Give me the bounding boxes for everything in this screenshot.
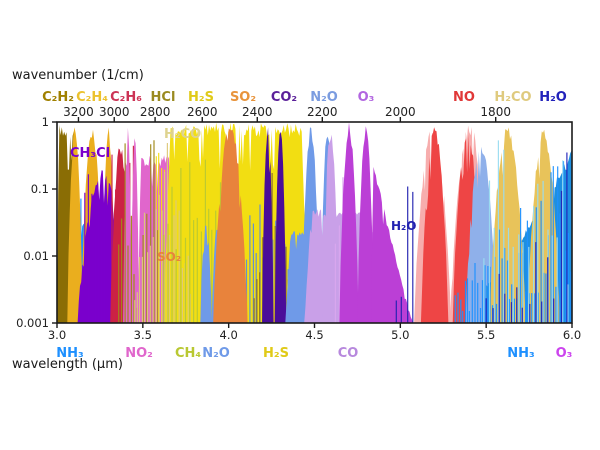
band-nh3-44 [465,146,497,323]
top-legend-h2co: H₂CO [494,90,531,105]
wavenumber-axis-title: wavenumber (1/cm) [12,68,144,83]
bottom-legend-o3-right: O₃ [556,346,573,361]
top-tick-label-1800: 1800 [480,105,511,119]
bottom-legend-nh3-left: NH₃ [56,346,83,361]
band-c2h4-4 [67,127,83,323]
y-tick-label-0.01: 0.01 [23,249,49,263]
inplot-label-ch3cl: CH₃Cl [70,146,110,161]
x-tick-label-4.5: 4.5 [305,328,323,342]
top-tick-label-2000: 2000 [385,105,416,119]
y-tick-label-1: 1 [42,115,49,129]
x-tick-label-3.0: 3.0 [48,328,66,342]
top-legend-co2: CO₂ [271,90,297,105]
band-hcl-15 [118,143,138,323]
top-legend-c2h6: C₂H₆ [110,90,142,105]
bottom-legend-ch4: CH₄ [175,346,201,361]
band-no-41 [420,127,449,323]
top-legend-c2h4: C₂H₄ [76,90,108,105]
band-o3-35 [339,122,359,323]
top-legend-no: NO [453,90,475,105]
band-co2-27 [262,127,274,324]
x-tick-label-6.0: 6.0 [563,328,581,342]
x-tick-label-4.0: 4.0 [220,328,238,342]
top-legend-hcl: HCl [151,90,176,105]
x-tick-label-5.0: 5.0 [391,328,409,342]
top-legend-n2o: N₂O [310,90,338,105]
top-tick-label-2200: 2200 [307,105,338,119]
band-n2o-22 [200,225,212,323]
band-o3-37 [371,166,414,323]
top-tick-label-3200: 3200 [63,105,94,119]
y-tick-label-0.001: 0.001 [16,316,49,330]
wavelength-axis-title: wavelength (μm) [12,357,123,372]
top-tick-label-2400: 2400 [242,105,273,119]
x-tick-label-5.5: 5.5 [477,328,495,342]
bottom-legend-nh3-right: NH₃ [507,346,534,361]
inplot-label-h2o-inplot: H₂O [391,219,417,233]
bottom-legend-h2s: H₂S [263,346,289,361]
top-tick-label-3000: 3000 [99,105,130,119]
y-tick-label-0.1: 0.1 [31,182,49,196]
band-h2o-50 [485,152,568,323]
band-co2-28 [274,131,287,323]
band-co-33 [322,134,339,323]
top-legend-h2o: H₂O [539,90,567,105]
top-tick-label-2800: 2800 [140,105,171,119]
top-legend-h2s: H₂S [188,90,214,105]
inplot-label-h2co-inplot: H₂CO [164,127,201,142]
top-legend-c2h2: C₂H₂ [42,90,74,105]
bottom-legend-n2o: N₂O [202,346,230,361]
band-so2-25 [213,128,248,323]
x-tick-label-3.5: 3.5 [134,328,152,342]
band-no2-13 [130,138,140,323]
bottom-legend-co: CO [338,346,359,361]
bottom-legend-no2: NO₂ [125,346,153,361]
top-legend-so2: SO₂ [230,90,256,105]
band-o3-36 [357,126,375,323]
inplot-label-so2-inplot: SO₂ [157,250,181,264]
top-tick-label-2600: 2600 [187,105,218,119]
top-legend-o3: O₃ [358,90,375,105]
